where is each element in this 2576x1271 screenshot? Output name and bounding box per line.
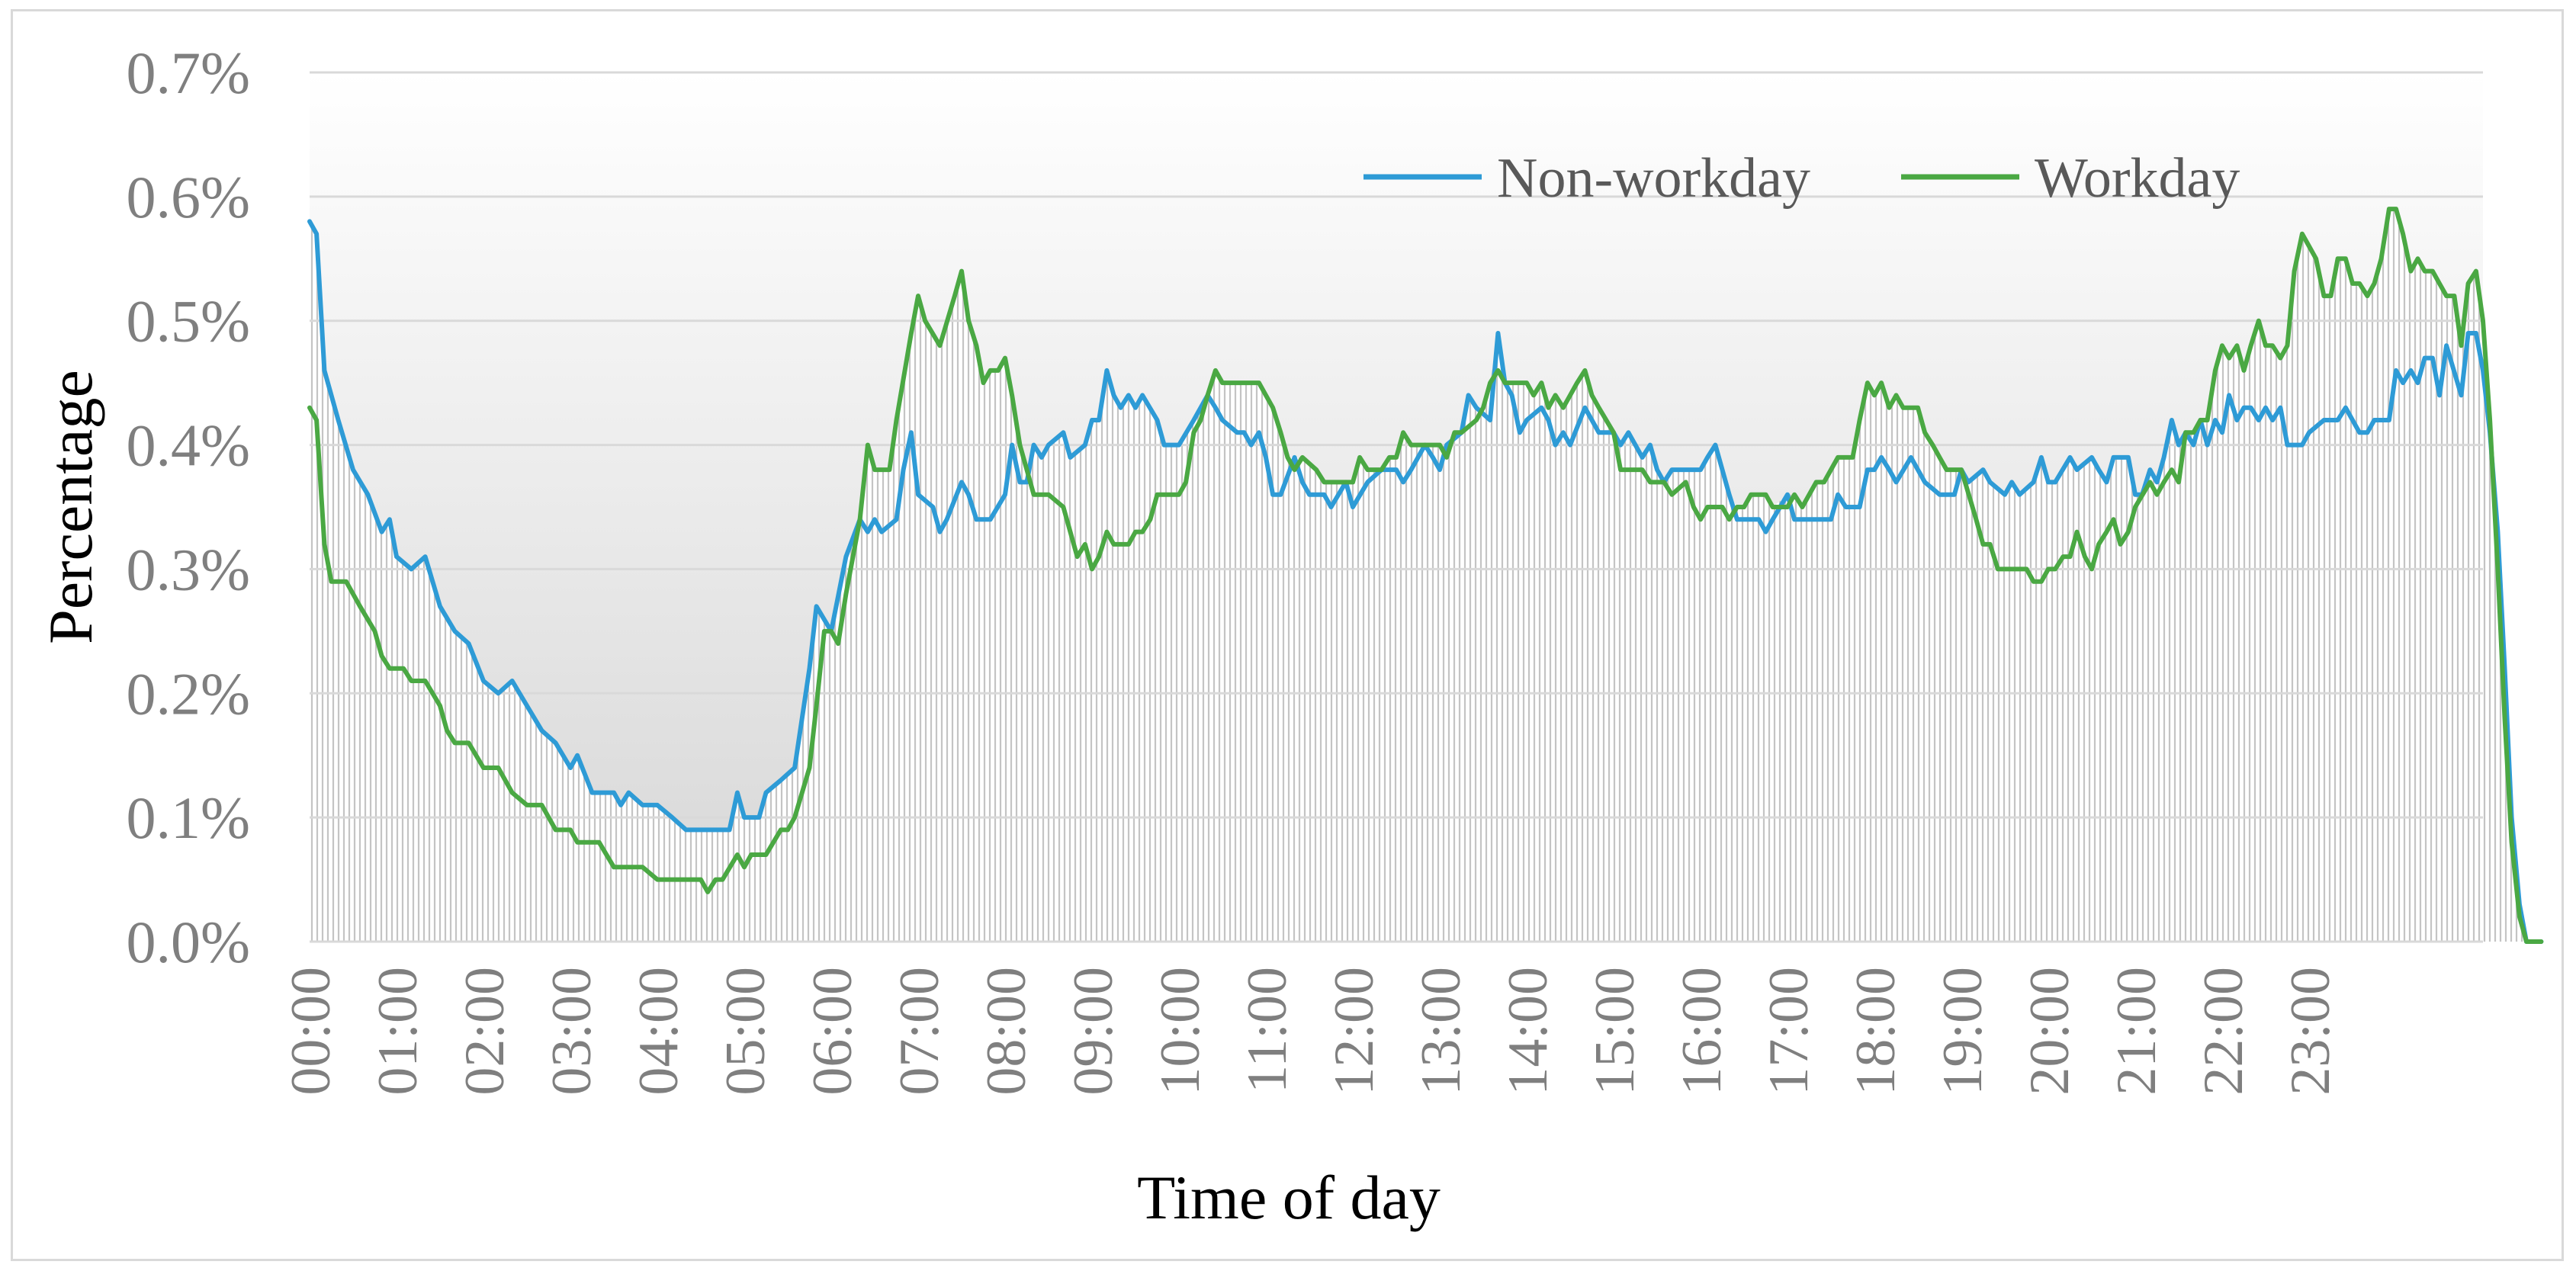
x-tick-label: 15:00 xyxy=(1584,967,1646,1096)
x-tick-label: 13:00 xyxy=(1410,967,1473,1096)
x-tick-label: 19:00 xyxy=(1932,967,1994,1096)
y-tick-label: 0.0% xyxy=(127,909,250,975)
x-tick-label: 21:00 xyxy=(2105,967,2168,1096)
legend-label-non-workday: Non-workday xyxy=(1497,147,1810,210)
series-lines xyxy=(307,207,2544,944)
area-fill xyxy=(310,209,2542,942)
x-tick-label: 01:00 xyxy=(367,967,429,1096)
x-tick-label: 08:00 xyxy=(975,967,1038,1096)
y-tick-label: 0.6% xyxy=(127,164,250,230)
x-tick-label: 02:00 xyxy=(454,967,516,1096)
x-tick-label: 11:00 xyxy=(1236,967,1299,1093)
y-tick-label: 0.5% xyxy=(127,288,250,355)
x-tick-label: 06:00 xyxy=(801,967,864,1096)
x-tick-label: 22:00 xyxy=(2192,967,2255,1096)
series-line-workday xyxy=(307,207,2544,944)
y-tick-label: 0.7% xyxy=(127,40,250,106)
y-tick-label: 0.1% xyxy=(127,785,250,851)
x-tick-label: 17:00 xyxy=(1758,967,1820,1096)
x-tick-label: 09:00 xyxy=(1062,967,1125,1096)
x-tick-label: 23:00 xyxy=(2279,967,2342,1096)
series-line-non-workday xyxy=(307,219,2544,944)
x-tick-label: 18:00 xyxy=(1845,967,1907,1096)
y-axis-title: Percentage xyxy=(36,370,105,644)
x-tick-label: 14:00 xyxy=(1497,967,1559,1096)
x-tick-label: 00:00 xyxy=(280,967,342,1096)
x-tick-label: 05:00 xyxy=(715,967,777,1096)
legend: Non-workday Workday xyxy=(1363,147,2240,210)
y-tick-label: 0.4% xyxy=(127,412,250,479)
x-tick-label: 04:00 xyxy=(628,967,690,1096)
x-tick-label: 20:00 xyxy=(2019,967,2081,1096)
x-tick-label: 03:00 xyxy=(541,967,603,1096)
legend-label-workday: Workday xyxy=(2035,147,2240,210)
x-tick-label: 10:00 xyxy=(1149,967,1212,1096)
gridlines xyxy=(310,71,2483,943)
y-tick-label: 0.2% xyxy=(127,660,250,727)
x-axis-title: Time of day xyxy=(1137,1163,1441,1232)
x-axis-ticks: 00:00 01:00 02:00 03:00 04:00 05:00 06:00 07:00… xyxy=(280,967,2342,1096)
x-tick-label: 12:00 xyxy=(1323,967,1386,1096)
x-tick-label: 07:00 xyxy=(888,967,951,1096)
x-tick-label: 16:00 xyxy=(1671,967,1733,1096)
y-axis-ticks: 0.0% 0.1% 0.2% 0.3% 0.4% 0.5% 0.6% 0.7% xyxy=(127,40,250,975)
y-tick-label: 0.3% xyxy=(127,536,250,602)
